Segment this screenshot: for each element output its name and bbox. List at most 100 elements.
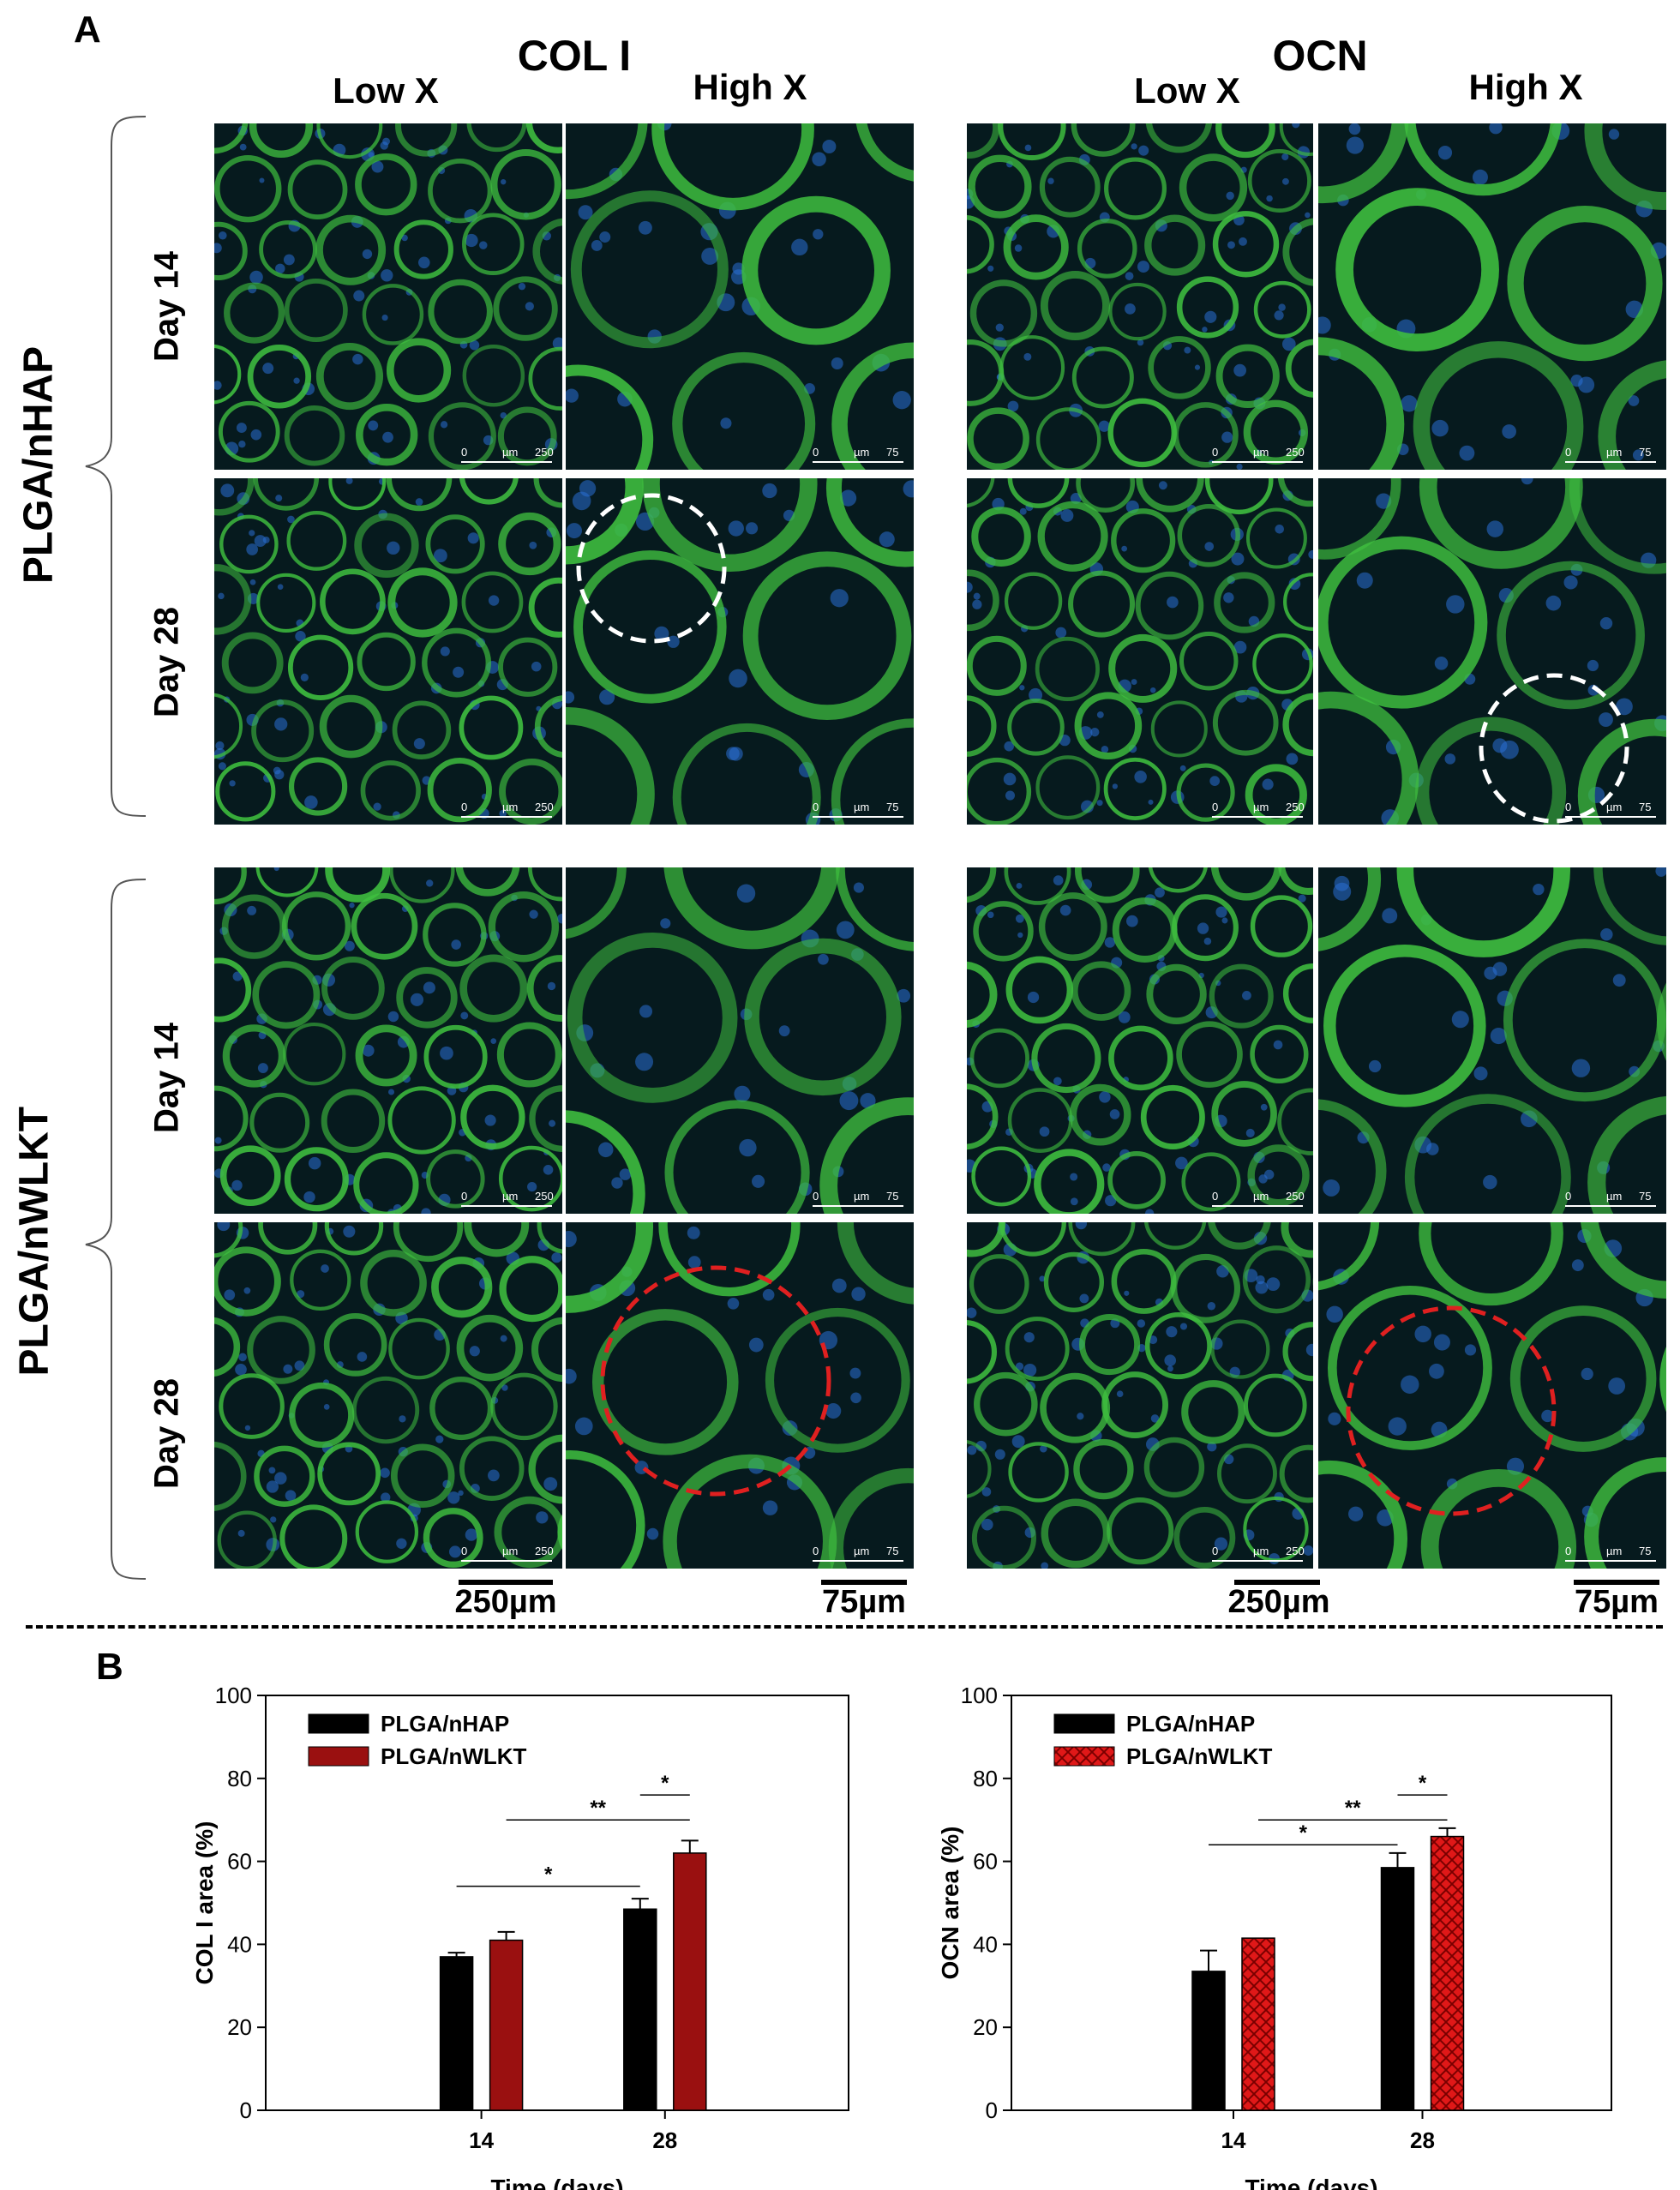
group-bracket-nwlkt bbox=[85, 879, 147, 1580]
y-tick-label: 80 bbox=[973, 1766, 998, 1791]
micro-scale-zero: 0 bbox=[1212, 801, 1219, 813]
x-tick-label: 28 bbox=[1410, 2127, 1435, 2153]
micro-scale-line bbox=[1212, 1205, 1303, 1207]
micro-scale-line bbox=[1212, 461, 1303, 463]
bar-PLGA/nHAP-14 bbox=[1191, 1971, 1226, 2111]
y-tick-label: 20 bbox=[973, 2014, 998, 2040]
y-tick-label: 60 bbox=[227, 1849, 252, 1875]
x-tick-label: 14 bbox=[1221, 2127, 1246, 2153]
y-tick-label: 40 bbox=[227, 1931, 252, 1957]
micro-scale-value: 75 bbox=[886, 1545, 899, 1557]
legend-label: PLGA/nWLKT bbox=[381, 1743, 527, 1769]
chart-ocn: 0 20 40 60 80 100 14 28 * ** * PLGA/nHAP PLGA/nWLKT T… bbox=[937, 1680, 1663, 2190]
chart-col-i: 0 20 40 60 80 100 14 28 * ** * PLGA/nHAP PLGA/nWLKT T… bbox=[191, 1680, 900, 2190]
micrograph-r3-c2: 0 µm 75 bbox=[566, 867, 914, 1214]
micro-scale-line bbox=[461, 1205, 552, 1207]
y-tick-label: 60 bbox=[973, 1849, 998, 1875]
micro-scale-line bbox=[813, 461, 903, 463]
micrograph-r1-c4: 0 µm 75 bbox=[1318, 123, 1666, 470]
micro-scale-unit: µm bbox=[1606, 1545, 1623, 1557]
micro-scale-value: 250 bbox=[535, 801, 554, 813]
significance-label: ** bbox=[590, 1797, 606, 1820]
micro-scale-zero: 0 bbox=[461, 1545, 468, 1557]
row-label-nwlkt-day14: Day 14 bbox=[147, 1023, 186, 1133]
micro-scale-value: 250 bbox=[535, 1545, 554, 1557]
micro-scale-zero: 0 bbox=[813, 801, 819, 813]
micrograph-r4-c3: 0 µm 250 bbox=[967, 1222, 1313, 1569]
micro-scale-unit: µm bbox=[854, 1190, 870, 1203]
micro-scale-line bbox=[813, 1560, 903, 1562]
micro-scale-zero: 0 bbox=[813, 1545, 819, 1557]
micro-scale-line bbox=[813, 816, 903, 818]
micrograph-r2-c3: 0 µm 250 bbox=[967, 478, 1313, 825]
x-tick-label: 14 bbox=[469, 2127, 494, 2153]
micrograph-r1-c2: 0 µm 75 bbox=[566, 123, 914, 470]
plot-frame bbox=[1011, 1695, 1612, 2111]
scalebar-label-low-ocn: 250µm bbox=[1227, 1584, 1330, 1620]
y-axis-label: OCN area (%) bbox=[937, 1827, 963, 1980]
significance-label: ** bbox=[1345, 1797, 1361, 1820]
micro-scale-line bbox=[1212, 816, 1303, 818]
col-i-high-x: High X bbox=[693, 67, 807, 107]
micro-scale-unit: µm bbox=[1606, 446, 1623, 459]
micro-scale-zero: 0 bbox=[1212, 1545, 1219, 1557]
micro-scale-value: 75 bbox=[1639, 1545, 1652, 1557]
micro-scale-value: 250 bbox=[535, 446, 554, 459]
micro-scale-line bbox=[1565, 461, 1656, 463]
micrograph-r4-c1: 0 µm 250 bbox=[214, 1222, 562, 1569]
micro-scale-value: 75 bbox=[1639, 1190, 1652, 1203]
y-axis-label: COL I area (%) bbox=[191, 1821, 218, 1985]
plot-frame bbox=[265, 1695, 849, 2111]
micro-scale-unit: µm bbox=[1253, 446, 1269, 459]
scalebar-high-ocn bbox=[1574, 1580, 1659, 1585]
micro-scale-unit: µm bbox=[502, 1545, 519, 1557]
ocn-high-x: High X bbox=[1468, 67, 1583, 107]
panel-divider bbox=[26, 1625, 1663, 1629]
micro-scale-value: 250 bbox=[535, 1190, 554, 1203]
micrograph-r1-c3: 0 µm 250 bbox=[967, 123, 1313, 470]
significance-label: * bbox=[1419, 1772, 1427, 1795]
micro-scale-line bbox=[461, 461, 552, 463]
micro-scale-zero: 0 bbox=[813, 1190, 819, 1203]
micro-scale-unit: µm bbox=[1606, 801, 1623, 813]
micro-scale-unit: µm bbox=[1606, 1190, 1623, 1203]
micro-scale-zero: 0 bbox=[1212, 446, 1219, 459]
micro-scale-value: 75 bbox=[886, 801, 899, 813]
legend-swatch bbox=[308, 1713, 369, 1734]
significance-label: * bbox=[544, 1863, 553, 1887]
ocn-title: OCN bbox=[1272, 32, 1368, 80]
row-label-nwlkt-day28: Day 28 bbox=[147, 1378, 186, 1489]
legend-label: PLGA/nHAP bbox=[1126, 1711, 1255, 1737]
group-label-nwlkt: PLGA/nWLKT bbox=[11, 1106, 57, 1377]
micro-scale-line bbox=[1565, 1560, 1656, 1562]
micro-scale-value: 250 bbox=[1286, 1190, 1305, 1203]
y-tick-label: 40 bbox=[973, 1931, 998, 1957]
micrograph-r2-c1: 0 µm 250 bbox=[214, 478, 562, 825]
scalebar-label-high-col-i: 75µm bbox=[822, 1584, 906, 1620]
y-tick-label: 0 bbox=[240, 2097, 252, 2123]
bar-PLGA/nWLKT-28 bbox=[1430, 1835, 1465, 2111]
y-tick-label: 100 bbox=[961, 1683, 998, 1708]
micrograph-r3-c1: 0 µm 250 bbox=[214, 867, 562, 1214]
scalebar-label-low-col-i: 250µm bbox=[454, 1584, 557, 1620]
scalebar-low-col-i bbox=[459, 1580, 553, 1585]
micro-scale-zero: 0 bbox=[1565, 1545, 1572, 1557]
micro-scale-unit: µm bbox=[1253, 801, 1269, 813]
row-label-nhap-day14: Day 14 bbox=[147, 251, 186, 362]
col-i-low-x: Low X bbox=[333, 70, 439, 111]
legend-label: PLGA/nHAP bbox=[381, 1711, 509, 1737]
legend-swatch bbox=[308, 1746, 369, 1767]
micro-scale-unit: µm bbox=[502, 1190, 519, 1203]
group-bracket-nhap bbox=[85, 116, 147, 817]
micro-scale-zero: 0 bbox=[1212, 1190, 1219, 1203]
y-tick-label: 20 bbox=[227, 2014, 252, 2040]
micro-scale-value: 250 bbox=[1286, 801, 1305, 813]
micrograph-r2-c2: 0 µm 75 bbox=[566, 478, 914, 825]
row-label-nhap-day28: Day 28 bbox=[147, 607, 186, 717]
x-axis-label: Time (days) bbox=[1245, 2175, 1377, 2190]
x-tick-label: 28 bbox=[652, 2127, 677, 2153]
ocn-low-x: Low X bbox=[1134, 70, 1240, 111]
micrograph-r3-c4: 0 µm 75 bbox=[1318, 867, 1666, 1214]
micro-scale-unit: µm bbox=[854, 801, 870, 813]
micrograph-r4-c4: 0 µm 75 bbox=[1318, 1222, 1666, 1569]
